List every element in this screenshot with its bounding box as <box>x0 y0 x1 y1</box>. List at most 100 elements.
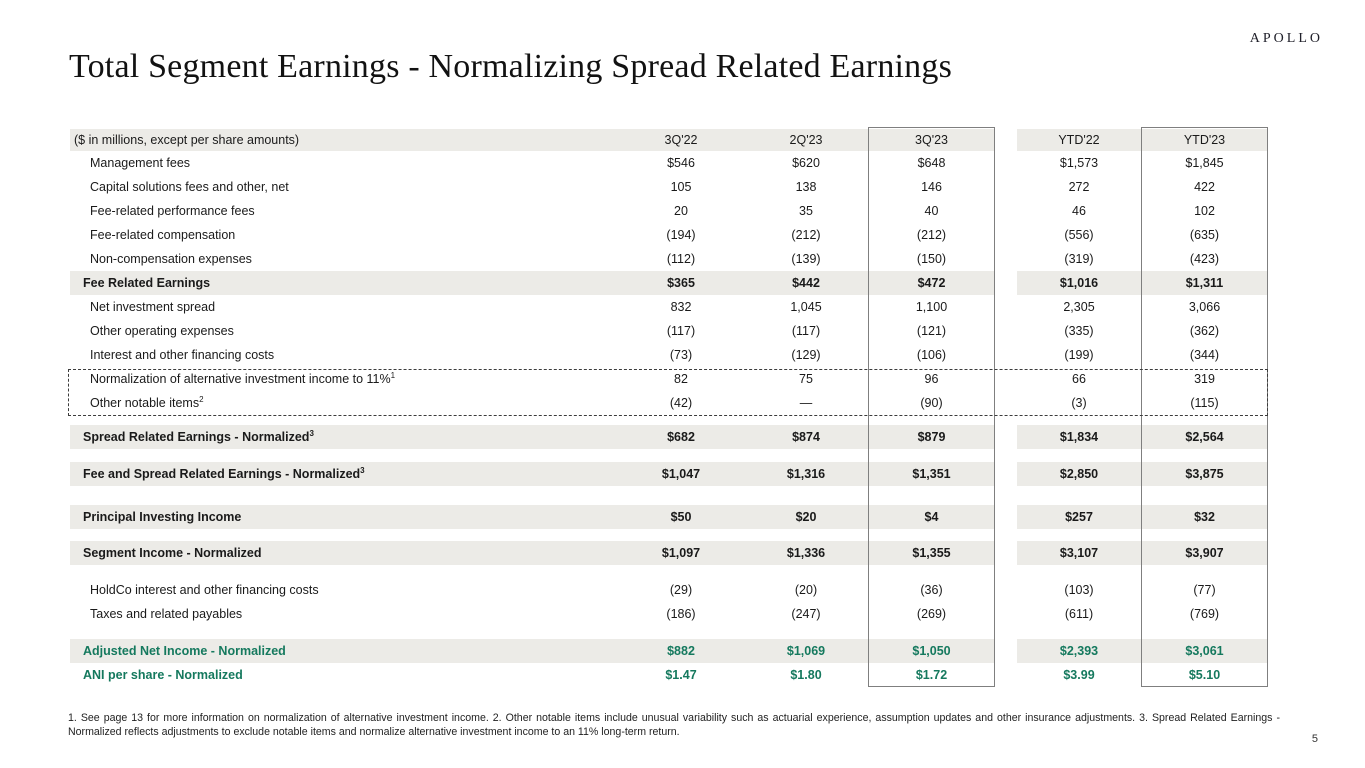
row-value: $1,050 <box>868 639 995 663</box>
row-value: (212) <box>791 228 821 242</box>
column-gap <box>995 247 1017 271</box>
row-value: (115) <box>1190 396 1219 410</box>
column-header: YTD'23 <box>1141 129 1268 151</box>
table-row: Fee Related Earnings $365 $442 $472 $1,016 $1… <box>70 271 1268 295</box>
row-value: $1,016 <box>1017 271 1141 295</box>
row-value: $1,316 <box>744 462 868 486</box>
column-gap <box>995 602 1017 626</box>
row-value: 3,066 <box>1188 300 1221 314</box>
row-value: $1.80 <box>790 668 822 682</box>
row-value: $1,069 <box>744 639 868 663</box>
row-label: Adjusted Net Income - Normalized <box>70 639 618 663</box>
row-value: $2,393 <box>1017 639 1141 663</box>
row-value: $20 <box>744 505 868 529</box>
column-gap <box>995 578 1017 602</box>
row-value: 46 <box>1072 204 1086 218</box>
row-spacer <box>70 415 1268 425</box>
row-value: $648 <box>917 156 946 170</box>
row-label: Fee-related performance fees <box>90 204 255 218</box>
column-header: 2Q'23 <box>744 129 868 151</box>
row-value: $1,834 <box>1017 425 1141 449</box>
company-logo: APOLLO <box>1249 31 1323 46</box>
row-value: (103) <box>1064 583 1094 597</box>
row-value: $546 <box>667 156 695 170</box>
table-row: Other operating expenses (117) (117) (121) (… <box>70 319 1268 343</box>
row-value: $365 <box>618 271 744 295</box>
row-value: (3) <box>1071 396 1087 410</box>
column-gap <box>995 319 1017 343</box>
row-value: $1.72 <box>915 668 948 682</box>
row-value: $1,573 <box>1059 156 1099 170</box>
row-value: $442 <box>744 271 868 295</box>
row-value: 138 <box>795 180 817 194</box>
row-value: $882 <box>618 639 744 663</box>
column-gap <box>995 343 1017 367</box>
row-value: (121) <box>916 324 947 338</box>
row-value: (29) <box>669 583 693 597</box>
row-value: $1,097 <box>618 541 744 565</box>
row-value: 832 <box>670 300 692 314</box>
row-value: $257 <box>1017 505 1141 529</box>
row-value: (423) <box>1189 252 1220 266</box>
row-value: 422 <box>1194 180 1215 194</box>
row-value: $472 <box>868 271 995 295</box>
row-value: (611) <box>1064 607 1094 621</box>
row-value: (319) <box>1064 252 1094 266</box>
row-value: $3,875 <box>1141 462 1268 486</box>
table-row: Other notable items2 (42) — (90) (3) (115) <box>70 391 1268 415</box>
row-value: 102 <box>1194 204 1215 218</box>
row-value: (42) <box>669 396 693 410</box>
row-value: (335) <box>1064 324 1094 338</box>
table-row: Capital solutions fees and other, net 105… <box>70 175 1268 199</box>
row-value: 66 <box>1072 372 1086 386</box>
row-value: 75 <box>799 372 813 386</box>
row-value: $879 <box>868 425 995 449</box>
row-value: $2,564 <box>1141 425 1268 449</box>
row-value: 35 <box>799 204 813 218</box>
column-gap <box>995 271 1017 295</box>
table-row: Fee-related compensation (194) (212) (212) (… <box>70 223 1268 247</box>
row-value: $3,907 <box>1141 541 1268 565</box>
row-value: 2,305 <box>1063 300 1095 314</box>
column-gap <box>995 175 1017 199</box>
column-gap <box>995 462 1017 486</box>
row-value: $1,336 <box>744 541 868 565</box>
row-value: (20) <box>794 583 818 597</box>
row-value: (635) <box>1189 228 1220 242</box>
column-gap <box>995 223 1017 247</box>
row-value: $5.10 <box>1188 668 1221 682</box>
row-value: $32 <box>1141 505 1268 529</box>
row-value: (199) <box>1064 348 1094 362</box>
row-value: $1,355 <box>868 541 995 565</box>
row-value: (194) <box>666 228 696 242</box>
unit-label: ($ in millions, except per share amounts… <box>70 129 618 151</box>
table-header-row: ($ in millions, except per share amounts… <box>70 129 1268 151</box>
column-gap <box>995 663 1017 687</box>
row-label: Spread Related Earnings - Normalized3 <box>70 425 618 449</box>
page-number: 5 <box>1311 733 1318 745</box>
row-value: 1,100 <box>915 300 948 314</box>
row-value: 96 <box>924 372 939 386</box>
table-row: Non-compensation expenses (112) (139) (150)… <box>70 247 1268 271</box>
column-gap <box>995 199 1017 223</box>
footnote-text: 1. See page 13 for more information on n… <box>68 712 1280 738</box>
row-value: 40 <box>924 204 939 218</box>
row-value: (556) <box>1064 228 1094 242</box>
table-row: HoldCo interest and other financing cost… <box>70 578 1268 602</box>
row-label: Segment Income - Normalized <box>70 541 618 565</box>
row-value: (77) <box>1193 583 1216 597</box>
row-value: (106) <box>916 348 947 362</box>
row-label: Non-compensation expenses <box>90 252 252 266</box>
row-value: $620 <box>792 156 820 170</box>
row-label: Fee Related Earnings <box>70 271 618 295</box>
row-value: $1,351 <box>868 462 995 486</box>
row-value: (117) <box>791 324 821 338</box>
row-label: Management fees <box>90 156 191 170</box>
row-spacer <box>70 626 1268 639</box>
column-gap <box>995 129 1017 151</box>
row-value: $50 <box>618 505 744 529</box>
row-value: (112) <box>666 252 696 266</box>
column-gap <box>995 151 1017 175</box>
row-label: Principal Investing Income <box>70 505 618 529</box>
row-label: HoldCo interest and other financing cost… <box>90 583 319 597</box>
